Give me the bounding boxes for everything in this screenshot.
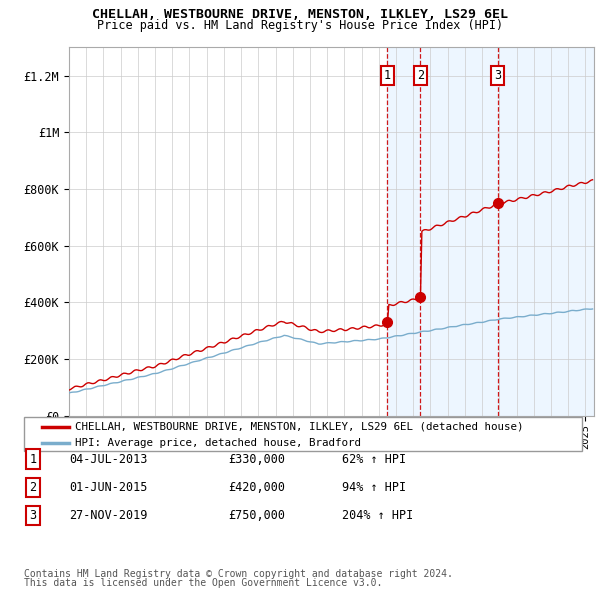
Text: £750,000: £750,000 — [228, 509, 285, 522]
Text: CHELLAH, WESTBOURNE DRIVE, MENSTON, ILKLEY, LS29 6EL (detached house): CHELLAH, WESTBOURNE DRIVE, MENSTON, ILKL… — [75, 422, 523, 432]
Text: CHELLAH, WESTBOURNE DRIVE, MENSTON, ILKLEY, LS29 6EL: CHELLAH, WESTBOURNE DRIVE, MENSTON, ILKL… — [92, 8, 508, 21]
Text: Contains HM Land Registry data © Crown copyright and database right 2024.: Contains HM Land Registry data © Crown c… — [24, 569, 453, 579]
Text: 1: 1 — [384, 69, 391, 82]
Text: 01-JUN-2015: 01-JUN-2015 — [69, 481, 148, 494]
Text: £420,000: £420,000 — [228, 481, 285, 494]
Text: 204% ↑ HPI: 204% ↑ HPI — [342, 509, 413, 522]
Text: This data is licensed under the Open Government Licence v3.0.: This data is licensed under the Open Gov… — [24, 578, 382, 588]
Text: 2: 2 — [29, 481, 37, 494]
Text: 62% ↑ HPI: 62% ↑ HPI — [342, 453, 406, 466]
Text: Price paid vs. HM Land Registry's House Price Index (HPI): Price paid vs. HM Land Registry's House … — [97, 19, 503, 32]
Text: 94% ↑ HPI: 94% ↑ HPI — [342, 481, 406, 494]
Bar — [388, 47, 594, 416]
Text: 3: 3 — [29, 509, 37, 522]
Text: 3: 3 — [494, 69, 501, 82]
Text: 2: 2 — [417, 69, 424, 82]
Text: HPI: Average price, detached house, Bradford: HPI: Average price, detached house, Brad… — [75, 438, 361, 448]
Text: £330,000: £330,000 — [228, 453, 285, 466]
Text: 1: 1 — [29, 453, 37, 466]
Text: 27-NOV-2019: 27-NOV-2019 — [69, 509, 148, 522]
Text: 04-JUL-2013: 04-JUL-2013 — [69, 453, 148, 466]
